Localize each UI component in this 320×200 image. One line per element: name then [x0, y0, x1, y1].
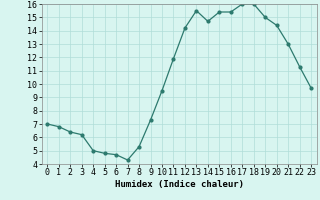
X-axis label: Humidex (Indice chaleur): Humidex (Indice chaleur) [115, 180, 244, 189]
